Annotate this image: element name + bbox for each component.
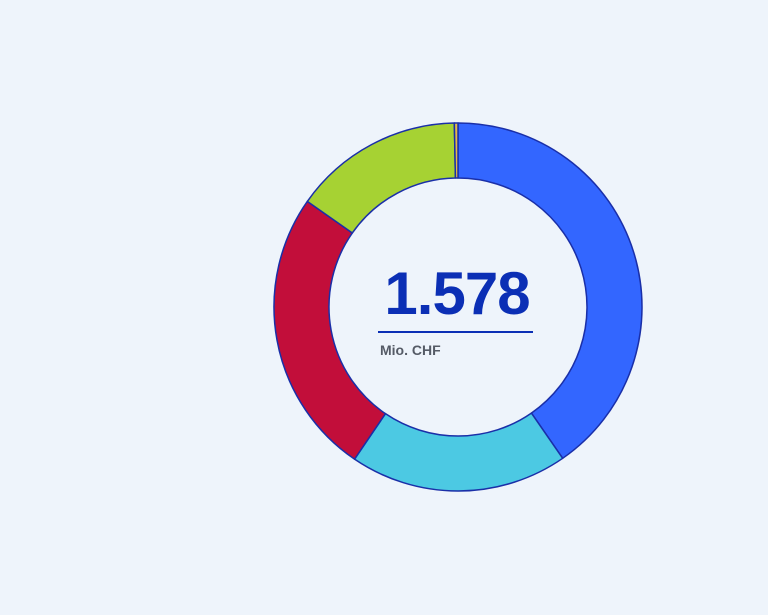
- donut-segment-4: [306, 122, 457, 234]
- donut-segment-3: [273, 200, 387, 460]
- total-underline: [378, 331, 533, 333]
- total-value: 1.578: [384, 260, 530, 327]
- donut-segment-5: [453, 122, 459, 179]
- donut-segment-2: [353, 412, 564, 492]
- donut-segment-1: [457, 122, 643, 460]
- unit-label: Mio. CHF: [380, 342, 441, 358]
